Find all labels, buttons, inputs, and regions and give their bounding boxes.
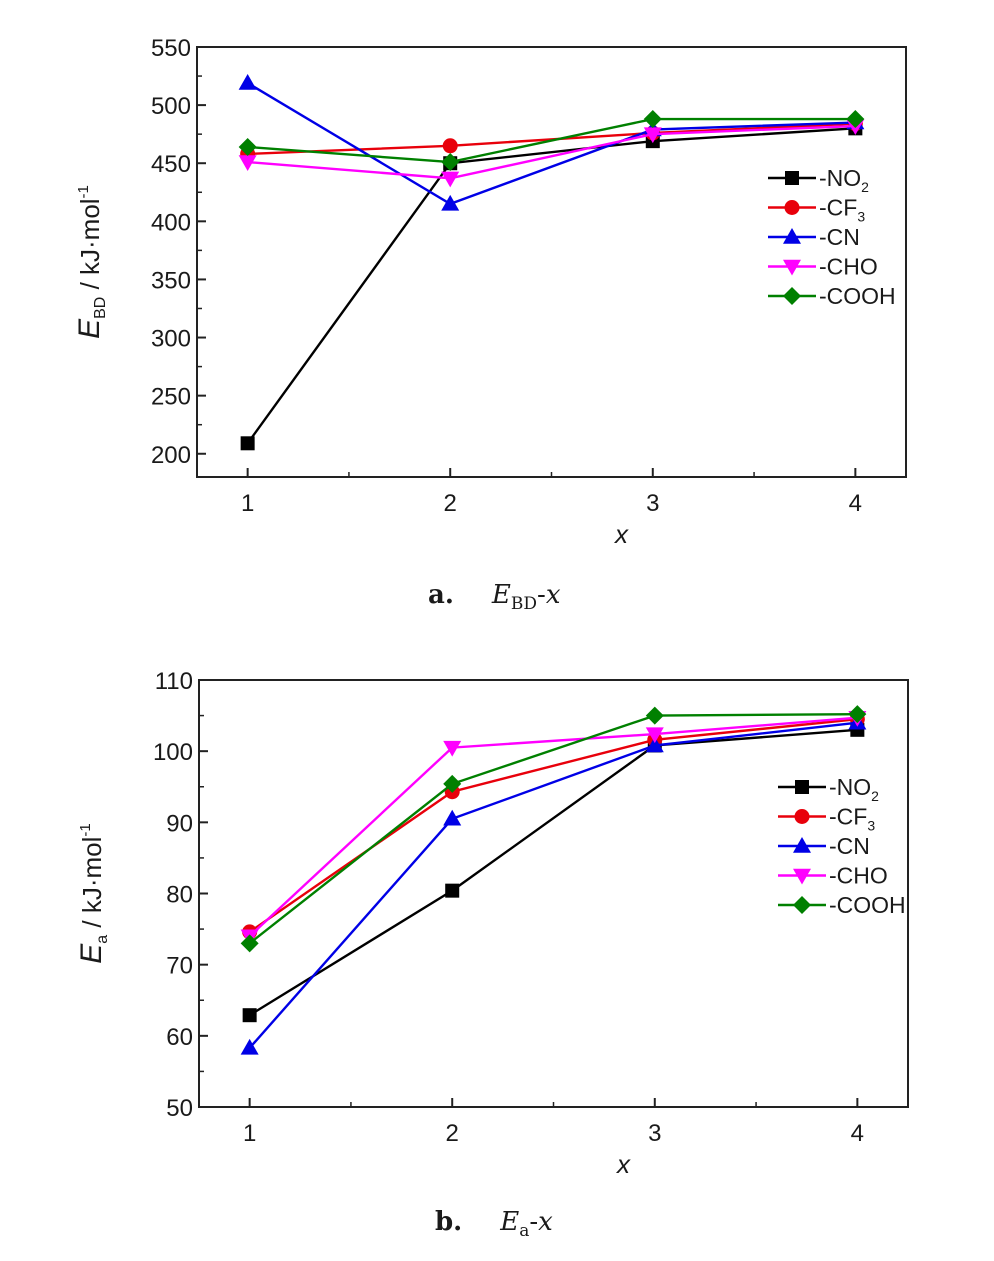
x-tick-label: 3	[646, 490, 659, 517]
series-cho	[238, 119, 865, 188]
legend-marker	[794, 809, 810, 824]
data-point	[645, 706, 664, 725]
legend-label: -CF3	[819, 195, 865, 225]
data-point	[645, 727, 664, 744]
y-tick-label: 550	[151, 35, 191, 62]
data-point	[441, 194, 460, 211]
data-point	[441, 153, 460, 172]
legend-label: -COOH	[819, 283, 896, 309]
legend-label: -CHO	[829, 863, 888, 889]
series-cf3	[242, 711, 865, 940]
y-tick-label: 110	[155, 668, 193, 695]
x-axis-title: x	[615, 1149, 631, 1179]
data-point	[643, 110, 662, 129]
x-tick-label: 3	[648, 1120, 661, 1147]
legend-marker	[783, 287, 801, 305]
series-line	[247, 81, 856, 206]
legend-marker	[793, 896, 811, 914]
y-axis-title: Ea / kJ·mol-1	[75, 823, 111, 964]
legend: -NO2-CF3-CN -CHO -COOH	[768, 165, 896, 309]
legend-label: -CHO	[819, 254, 878, 280]
data-point	[846, 110, 865, 129]
legend-label: -NO2	[819, 165, 869, 195]
legend: -NO2-CF3-CN -CHO -COOH	[778, 774, 906, 918]
y-tick-label: 350	[151, 267, 191, 294]
y-axis-title: EBD / kJ·mol-1	[73, 185, 109, 339]
x-tick-label: 2	[446, 1120, 459, 1147]
x-tick-label: 4	[849, 490, 862, 517]
y-tick-label: 90	[166, 810, 193, 837]
data-point	[443, 774, 462, 793]
x-tick-label: 4	[851, 1120, 864, 1147]
legend-label: -CN	[829, 833, 870, 859]
y-tick-label: 60	[166, 1024, 193, 1051]
x-axis-title: x	[613, 519, 629, 549]
figure-caption-a: a. EBD-x	[428, 580, 561, 614]
data-point	[240, 934, 259, 953]
chart-panel-a: 200 250 300 350 400 450 500 550 1 2 3 4 x EBD / kJ·mo…	[73, 35, 907, 549]
data-point	[242, 1008, 257, 1023]
legend-marker	[785, 171, 799, 185]
x-tick-label: 2	[444, 490, 457, 517]
series-cf3	[240, 116, 863, 162]
y-tick-label: 70	[166, 953, 193, 980]
series-line	[248, 712, 858, 945]
legend-label: -CF3	[829, 804, 875, 834]
data-point	[442, 138, 458, 154]
series-line	[246, 127, 856, 445]
data-point	[443, 809, 462, 826]
legend-label: -NO2	[829, 774, 879, 804]
y-tick-label: 300	[151, 326, 191, 353]
legend-marker	[795, 780, 809, 794]
series-cooh	[240, 705, 867, 953]
legend-label: -COOH	[829, 892, 906, 918]
x-tick-label: 1	[243, 1120, 256, 1147]
data-point	[445, 883, 460, 898]
legend-marker	[793, 868, 811, 885]
data-point	[443, 740, 462, 757]
data-point	[238, 155, 257, 172]
series-line	[248, 716, 858, 938]
y-tick-label: 250	[151, 384, 191, 411]
series-line	[247, 117, 856, 164]
data-point	[441, 171, 460, 188]
legend-marker	[783, 259, 801, 276]
x-tick-label: 1	[241, 490, 254, 517]
series-cn	[240, 713, 867, 1055]
series-cn	[238, 74, 865, 211]
series-cooh	[238, 110, 865, 172]
data-point	[238, 137, 257, 156]
y-tick-label: 200	[151, 442, 191, 469]
series-line	[247, 124, 856, 180]
y-tick-label: 100	[153, 739, 193, 766]
data-point	[240, 436, 255, 451]
series-line	[249, 728, 858, 1017]
y-tick-label: 400	[151, 209, 191, 236]
data-point	[238, 74, 257, 90]
series-line	[248, 721, 858, 1049]
data-point	[240, 1038, 259, 1055]
data-point	[645, 736, 664, 753]
legend-marker	[784, 200, 800, 215]
legend-label: -CN	[819, 224, 860, 250]
legend-marker	[793, 837, 811, 853]
figure-caption-b: b. Ea-x	[435, 1207, 553, 1241]
y-tick-label: 80	[166, 882, 193, 909]
y-tick-label: 50	[166, 1095, 193, 1122]
series-cho	[240, 710, 867, 946]
y-tick-label: 450	[151, 151, 191, 178]
legend-marker	[783, 228, 801, 244]
data-point	[643, 127, 662, 144]
series-no2	[240, 121, 863, 451]
series-line	[248, 717, 858, 933]
data-point	[848, 705, 867, 724]
y-tick-label: 500	[151, 93, 191, 120]
